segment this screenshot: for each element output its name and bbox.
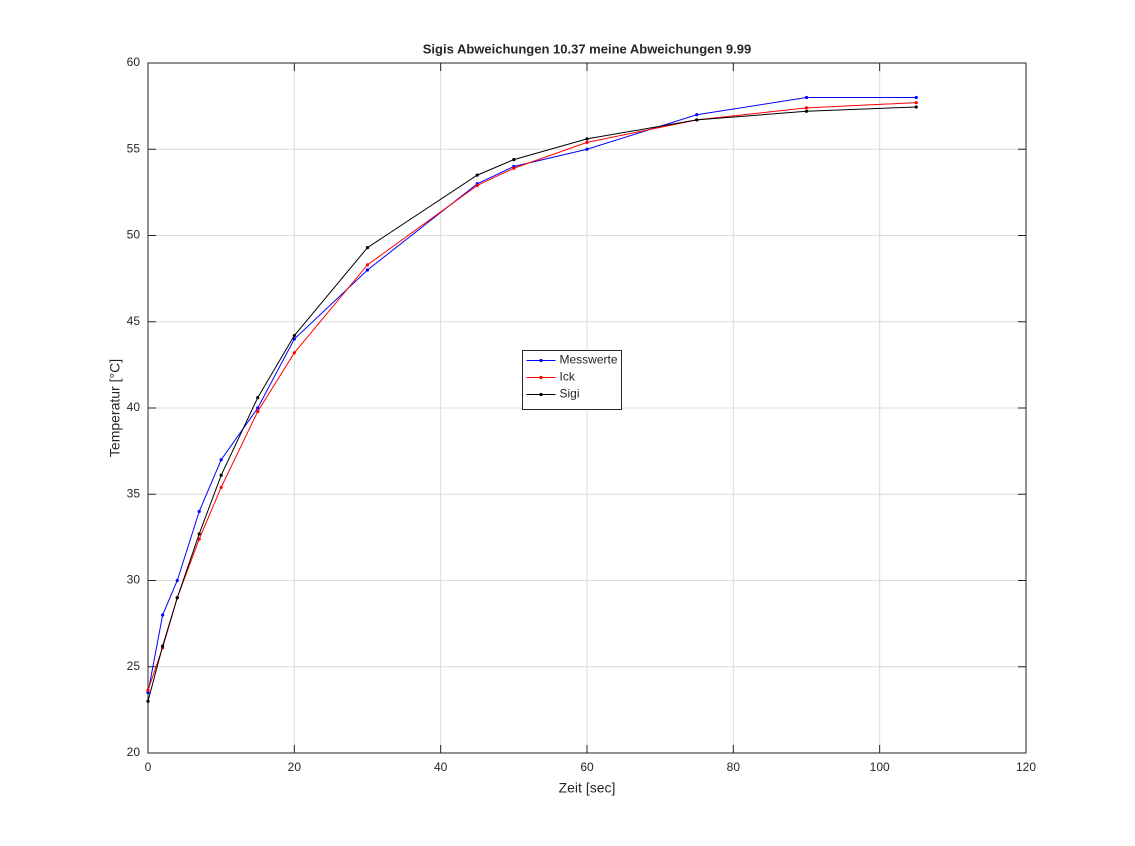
y-tick-label: 35: [127, 486, 141, 500]
y-axis-label: Temperatur [°C]: [107, 359, 123, 457]
data-point: [146, 688, 150, 692]
data-point: [175, 596, 179, 600]
data-point: [695, 118, 699, 122]
y-tick-label: 25: [127, 659, 141, 673]
y-tick-label: 20: [127, 745, 141, 759]
data-point: [512, 158, 516, 162]
data-point: [197, 537, 201, 541]
y-tick-label: 30: [127, 573, 141, 587]
data-point: [695, 113, 699, 117]
chart-title: Sigis Abweichungen 10.37 meine Abweichun…: [423, 41, 751, 56]
data-point: [804, 109, 809, 113]
y-tick-label: 45: [127, 314, 141, 328]
axes-box: [147, 62, 1027, 754]
x-tick-label: 60: [580, 760, 594, 774]
y-tick-label: 60: [127, 55, 141, 69]
data-point: [197, 509, 201, 514]
legend-marker: [539, 358, 543, 363]
data-point: [197, 532, 201, 536]
series-line: [147, 106, 917, 702]
legend-label: Sigi: [560, 387, 580, 401]
data-point: [219, 485, 223, 489]
x-tick-label: 40: [434, 760, 448, 774]
data-point: [914, 105, 918, 109]
x-axis-label: Zeit [sec]: [559, 780, 616, 796]
legend-box: [522, 350, 622, 410]
data-point: [256, 406, 260, 410]
legend-label: Messwerte: [560, 353, 618, 367]
data-point: [804, 95, 809, 100]
data-point: [914, 101, 918, 105]
x-tick-label: 0: [145, 760, 152, 774]
y-tick-label: 40: [127, 400, 141, 414]
y-tick-label: 55: [127, 141, 141, 155]
data-point: [146, 699, 150, 703]
y-tick-label: 50: [127, 228, 141, 242]
data-point: [175, 578, 179, 583]
data-point: [512, 166, 516, 170]
data-point: [585, 147, 589, 151]
data-point: [914, 95, 918, 100]
legend-marker: [539, 375, 543, 380]
data-point: [292, 333, 296, 338]
x-tick-label: 120: [1016, 760, 1036, 774]
series-line: [147, 97, 917, 693]
data-point: [292, 337, 296, 341]
data-point: [475, 183, 479, 188]
data-point: [365, 268, 370, 272]
x-tick-label: 100: [870, 760, 890, 774]
data-point: [219, 458, 223, 462]
legend-label: Ick: [560, 370, 576, 384]
data-point: [161, 613, 165, 617]
data-point: [256, 409, 260, 414]
data-point: [585, 140, 589, 144]
data-point: [585, 137, 589, 141]
data-point: [146, 691, 150, 695]
legend: Messwerte Ick Sigi: [522, 350, 622, 410]
data-point: [256, 396, 260, 400]
data-point: [292, 351, 296, 355]
data-point: [804, 106, 809, 110]
data-point: [475, 173, 479, 177]
x-tick-label: 80: [727, 760, 741, 774]
x-tick-label: 20: [288, 760, 302, 774]
legend-marker: [539, 392, 543, 397]
data-point: [365, 263, 370, 267]
data-point: [161, 644, 165, 648]
data-point: [219, 473, 223, 477]
data-point: [365, 245, 370, 250]
